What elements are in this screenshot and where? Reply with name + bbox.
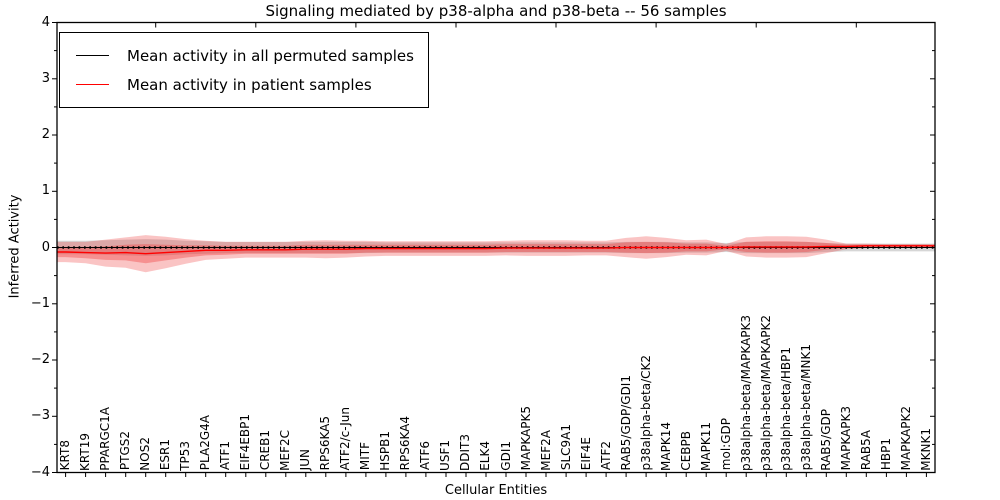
x-tick-label: MEF2A — [538, 429, 553, 471]
patient-line-swatch — [76, 84, 109, 85]
x-tick-label: KRT8 — [58, 440, 73, 471]
x-tick-label: CEBPB — [678, 430, 693, 471]
x-tick-label: RAB5A — [858, 430, 873, 471]
y-tick-label: −3 — [30, 408, 50, 424]
x-tick-label: SLC9A1 — [558, 424, 573, 471]
x-tick-label: PPARGC1A — [98, 406, 113, 471]
x-tick-label: ATF2/c-Jun — [338, 406, 353, 471]
x-tick-label: p38alpha-beta/HBP1 — [778, 346, 793, 471]
x-tick-label: MEF2C — [278, 429, 293, 471]
x-tick-label: GDI1 — [498, 440, 513, 471]
legend-item-patient: Mean activity in patient samples — [70, 70, 414, 99]
x-tick-label: TP53 — [178, 440, 193, 471]
x-tick-label: mol:GDP — [718, 418, 733, 471]
chart-title: Signaling mediated by p38-alpha and p38-… — [265, 2, 727, 20]
x-tick-label: HBP1 — [878, 438, 893, 471]
x-tick-label: EIF4E — [578, 437, 593, 471]
legend-item-permuted: Mean activity in all permuted samples — [70, 41, 414, 70]
x-tick-label: PLA2G4A — [198, 415, 213, 471]
x-tick-label: RPS6KA5 — [318, 416, 333, 471]
x-tick-label: ATF6 — [418, 441, 433, 471]
x-tick-label: CREB1 — [258, 430, 273, 471]
y-tick-label: 2 — [41, 127, 50, 142]
x-tick-label: PTGS2 — [118, 431, 133, 471]
x-tick-label: MAPK14 — [658, 421, 673, 471]
x-tick-label: DDIT3 — [458, 433, 473, 471]
x-tick-label: EIF4EBP1 — [238, 414, 253, 471]
x-tick-label: p38alpha-beta/MAPKAPK3 — [738, 314, 753, 471]
y-tick-label: −1 — [30, 295, 50, 311]
x-tick-label: MAPKAPK5 — [518, 406, 533, 471]
x-tick-label: ELK4 — [478, 440, 493, 471]
x-tick-label: MITF — [358, 442, 373, 471]
x-tick-label: KRT19 — [78, 432, 93, 471]
x-tick-label: ESR1 — [158, 439, 173, 471]
x-tick-label: p38alpha-beta/MAPKAPK2 — [758, 314, 773, 471]
x-tick-label: RPS6KA4 — [398, 416, 413, 471]
x-tick-label: NOS2 — [138, 436, 153, 471]
patient-mean-line — [57, 245, 935, 255]
legend-label: Mean activity in all permuted samples — [127, 46, 414, 65]
x-tick-label: MAPK11 — [698, 421, 713, 471]
y-tick-label: 4 — [41, 14, 50, 30]
x-tick-label: MAPKAPK3 — [838, 406, 853, 471]
x-tick-label: RAB5/GDP — [818, 408, 833, 471]
legend-label: Mean activity in patient samples — [127, 75, 372, 94]
y-tick-label: 1 — [41, 183, 50, 199]
permuted-line-swatch — [76, 55, 109, 56]
y-tick-label: 3 — [41, 70, 50, 86]
x-tick-label: RAB5/GDP/GDI1 — [618, 374, 633, 471]
x-tick-label: USF1 — [438, 439, 453, 471]
y-tick-label: −4 — [30, 464, 50, 480]
x-tick-label: p38alpha-beta/MNK1 — [798, 344, 813, 471]
x-tick-label: MKNK1 — [918, 427, 933, 471]
x-tick-label: p38alpha-beta/CK2 — [638, 355, 653, 471]
x-tick-label: JUN — [298, 449, 313, 471]
x-tick-label: ATF2 — [598, 441, 613, 471]
patient-std-band — [57, 235, 935, 273]
y-tick-label: −2 — [30, 352, 50, 367]
y-tick-label: 0 — [41, 239, 50, 255]
legend-box: Mean activity in all permuted samples Me… — [59, 32, 429, 108]
x-tick-label: HSPB1 — [378, 430, 393, 471]
x-axis-label: Cellular Entities — [444, 483, 548, 498]
x-tick-label: ATF1 — [218, 441, 233, 471]
x-tick-label: MAPKAPK2 — [898, 406, 913, 471]
